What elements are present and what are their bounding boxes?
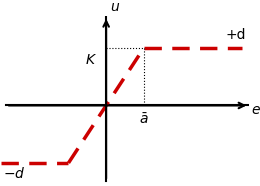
Text: $-d$: $-d$ <box>3 166 25 181</box>
Text: $\bar{a}$: $\bar{a}$ <box>139 112 149 127</box>
Text: K: K <box>86 53 95 67</box>
Text: +d: +d <box>225 28 245 42</box>
Text: u: u <box>111 0 119 15</box>
Text: e: e <box>251 103 260 117</box>
